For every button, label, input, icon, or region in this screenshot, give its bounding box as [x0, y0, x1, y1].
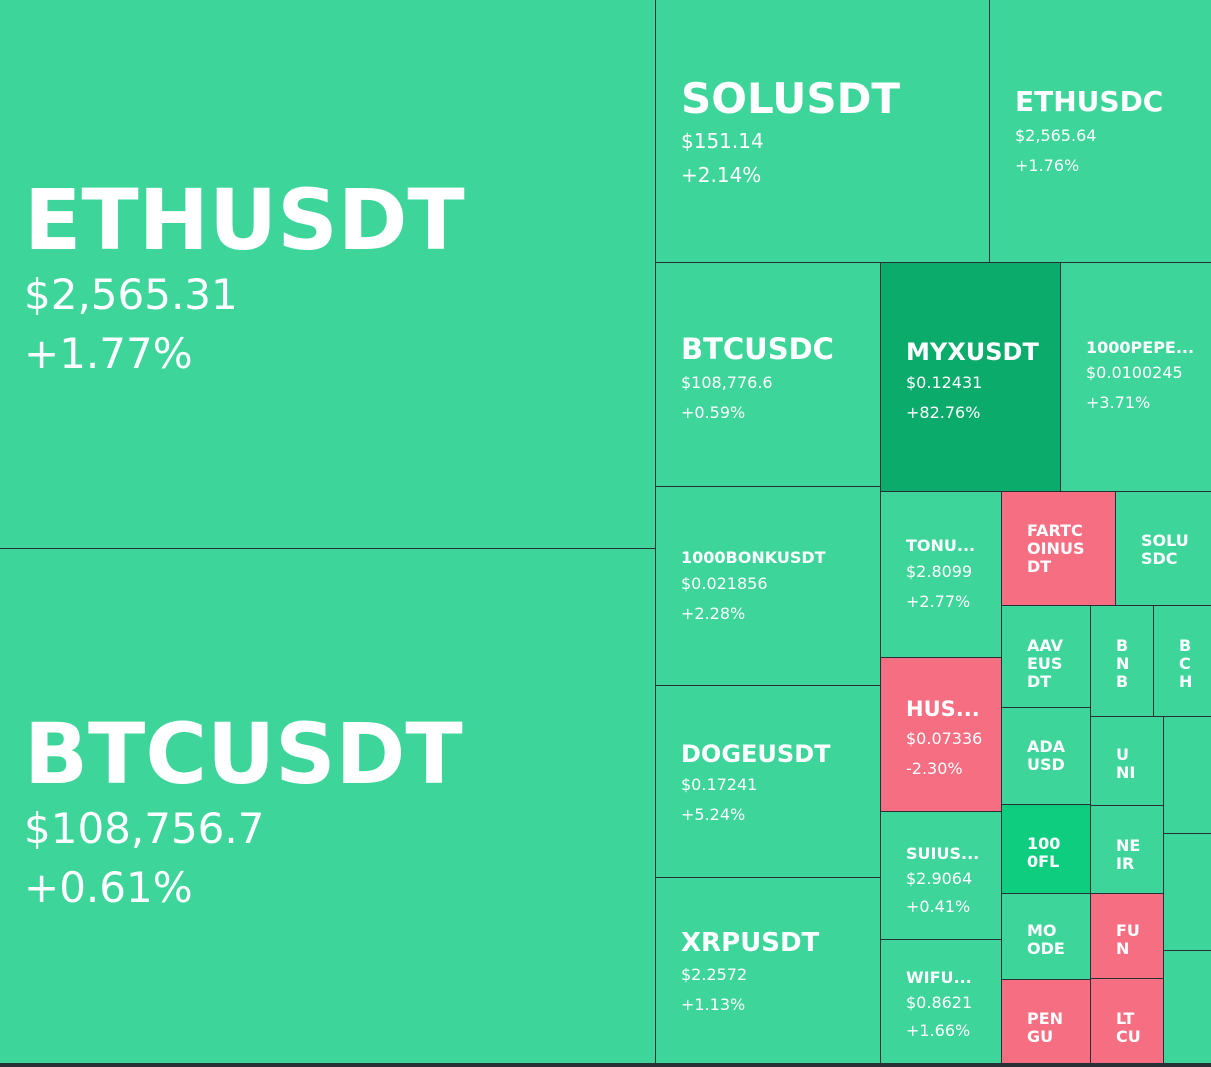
tile-moo[interactable]: MOODEN	[1002, 894, 1090, 979]
tile-price: $0.8621	[906, 993, 973, 1012]
tile-symbol: SOLUSDC	[1141, 531, 1189, 568]
tile-ethusdc[interactable]: ETHUSDC $2,565.64 +1.76%	[990, 0, 1211, 262]
tile-symbol: BCH	[1179, 637, 1193, 691]
tile-symbol: LTCU	[1116, 1010, 1141, 1045]
tile-symbol: SOLUSDT	[681, 74, 901, 123]
tile-1000pepe[interactable]: 1000PEPE... $0.0100245 +3.71%	[1061, 263, 1211, 491]
tile-symbol: ETHUSDC	[1015, 85, 1164, 118]
tile-price: $0.12431	[906, 373, 983, 392]
tile-price: $2.2572	[681, 965, 748, 984]
tile-change: -2.30%	[906, 759, 963, 778]
tile-change: +2.14%	[681, 163, 762, 187]
tile-adausdt[interactable]: ADAUSD	[1002, 708, 1090, 804]
tile-price: $151.14	[681, 129, 764, 153]
tile-symbol: 1000PEPE...	[1086, 338, 1195, 357]
tile-edge2[interactable]	[1164, 834, 1211, 950]
tile-symbol: UNI	[1116, 746, 1136, 782]
tile-change: +1.76%	[1015, 156, 1080, 175]
tile-symbol: FUN	[1116, 922, 1140, 958]
tile-1000bonk[interactable]: 1000BONKUSDT $0.021856 +2.28%	[656, 487, 880, 685]
tile-symbol: SUIUS...	[906, 844, 980, 863]
tile-symbol: HUS...	[906, 697, 980, 721]
tile-myxusdt[interactable]: MYXUSDT $0.12431 +82.76%	[881, 263, 1060, 491]
tile-price: $0.07336	[906, 729, 983, 748]
tile-xrpusdt[interactable]: XRPUSDT $2.2572 +1.13%	[656, 878, 880, 1063]
tile-change: +3.71%	[1086, 393, 1151, 412]
tile-btcusdc[interactable]: BTCUSDC $108,776.6 +0.59%	[656, 263, 880, 486]
tile-price: $2.9064	[906, 869, 973, 888]
tile-fartcoin[interactable]: FARTCOINUSDT	[1002, 492, 1115, 605]
tile-near[interactable]: NEIR	[1091, 806, 1163, 893]
tile-price: $0.0100245	[1086, 363, 1183, 382]
tile-symbol: BTCUSDC	[681, 332, 834, 366]
tile-edge1[interactable]	[1164, 717, 1211, 833]
tile-change: +0.41%	[906, 897, 971, 916]
tile-change: +1.77%	[24, 329, 193, 378]
tile-price: $0.021856	[681, 574, 768, 593]
tile-symbol: BNB	[1116, 637, 1130, 691]
tile-symbol: MYXUSDT	[906, 338, 1039, 366]
tile-price: $2,565.64	[1015, 126, 1097, 145]
tile-symbol: BTCUSDT	[24, 705, 463, 803]
tile-fun[interactable]: FUN	[1091, 894, 1163, 978]
tile-symbol: TONU...	[906, 536, 976, 555]
tile-change: +2.28%	[681, 604, 746, 623]
tile-pen[interactable]: PENGU	[1002, 980, 1090, 1063]
tile-change: +82.76%	[906, 403, 981, 422]
tile-change: +5.24%	[681, 805, 746, 824]
tile-symbol: NEIR	[1116, 837, 1141, 872]
tile-uni[interactable]: UNI	[1091, 717, 1163, 805]
tile-change: +0.61%	[24, 863, 193, 912]
tile-aaveusdt[interactable]: AAVEUSDT	[1002, 606, 1090, 707]
tile-price: $108,776.6	[681, 373, 773, 392]
tile-btcusdt[interactable]: BTCUSDT $108,756.7 +0.61%	[0, 549, 655, 1063]
tile-symbol: ADAUSD	[1027, 737, 1066, 774]
tile-symbol: FARTCOINUSDT	[1027, 521, 1085, 576]
tile-hus[interactable]: HUS... $0.07336 -2.30%	[881, 658, 1001, 811]
tile-bnb[interactable]: BNB	[1091, 606, 1153, 716]
tile-change: +1.13%	[681, 995, 746, 1014]
tile-solusdc[interactable]: SOLUSDC	[1116, 492, 1211, 605]
tile-symbol: WIFU...	[906, 968, 972, 987]
tile-change: +1.66%	[906, 1021, 971, 1040]
tile-ethusdt[interactable]: ETHUSDT $2,565.31 +1.77%	[0, 0, 655, 548]
tile-symbol: 1000BONKUSDT	[681, 548, 826, 567]
tile-price: $2.8099	[906, 562, 973, 581]
tile-symbol: AAVEUSDT	[1027, 637, 1064, 688]
tile-dogeusdt[interactable]: DOGEUSDT $0.17241 +5.24%	[656, 686, 880, 877]
tile-symbol: XRPUSDT	[681, 928, 820, 958]
tile-change: +0.59%	[681, 403, 746, 422]
tile-1000flo[interactable]: 1000FLO	[1002, 805, 1090, 893]
tile-edge3[interactable]	[1164, 951, 1211, 1063]
tile-price: $2,565.31	[24, 270, 238, 319]
tile-tonu[interactable]: TONU... $2.8099 +2.77%	[881, 492, 1001, 657]
tile-symbol: PENGU	[1027, 1010, 1064, 1046]
tile-bch[interactable]: BCH	[1154, 606, 1211, 716]
tile-price: $0.17241	[681, 775, 758, 794]
tile-symbol: 1000FLO	[1027, 835, 1061, 873]
tile-symbol: MOODEN	[1027, 922, 1065, 960]
tile-wifu[interactable]: WIFU... $0.8621 +1.66%	[881, 940, 1001, 1063]
tile-suius[interactable]: SUIUS... $2.9064 +0.41%	[881, 812, 1001, 939]
tile-price: $108,756.7	[24, 804, 265, 853]
tile-symbol: ETHUSDT	[24, 171, 465, 269]
tile-ltc[interactable]: LTCU	[1091, 979, 1163, 1063]
tile-symbol: DOGEUSDT	[681, 740, 831, 768]
tile-change: +2.77%	[906, 592, 971, 611]
tile-solusdt[interactable]: SOLUSDT $151.14 +2.14%	[656, 0, 989, 262]
